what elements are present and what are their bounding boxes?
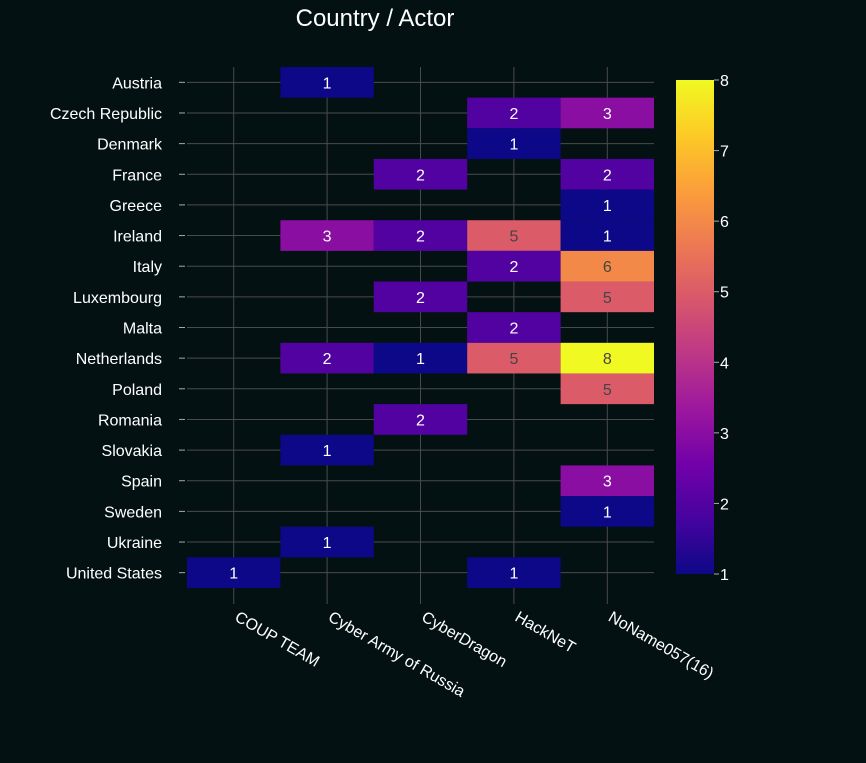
cell-value-label: 5 (603, 382, 612, 399)
heatmap-cell (560, 97, 654, 129)
y-tick-label: Luxembourg (73, 290, 162, 307)
cell-value-label: 2 (509, 321, 518, 338)
y-tick-label: Poland (112, 382, 162, 399)
cell-value-label: 1 (509, 566, 518, 583)
cell-value-label: 3 (323, 229, 332, 246)
heatmap-cell (373, 404, 468, 435)
heatmap-cell (560, 496, 654, 527)
cell-value-label: 3 (603, 106, 612, 123)
colorbar-tick-label: 3 (720, 426, 729, 443)
heatmap-cells: 1 2 3 1 2 2 1 3 2 5 1 2 6 2 5 2 2 1 5 8 5 2 1 3 1 1 1 1 (187, 67, 654, 588)
y-tick-label: Spain (121, 474, 162, 491)
y-tick-label: Austria (112, 75, 162, 92)
cell-value-label: 1 (416, 351, 425, 368)
colorbar-tick-label: 7 (720, 144, 729, 161)
cell-value-label: 2 (509, 259, 518, 276)
y-tick-label: France (112, 167, 162, 184)
heatmap-cell (373, 158, 468, 190)
heatmap-cell (280, 342, 374, 374)
heatmap-cell (560, 281, 654, 313)
heatmap-cell (280, 434, 374, 466)
heatmap-cell (373, 220, 468, 251)
cell-value-label: 2 (416, 229, 425, 246)
heatmap-cell (467, 97, 561, 129)
y-tick-label: Ukraine (107, 535, 162, 552)
heatmap-cell (467, 250, 561, 282)
y-tick-label: Denmark (97, 137, 163, 154)
heatmap-cell (560, 373, 654, 405)
heatmap-cell (280, 526, 374, 558)
heatmap-cell (560, 342, 654, 374)
cell-value-label: 2 (509, 106, 518, 123)
cell-value-label: 5 (509, 351, 518, 368)
heatmap-cell (280, 220, 374, 251)
cell-value-label: 1 (323, 443, 332, 460)
heatmap-cell (467, 128, 561, 159)
y-tick-label: United States (66, 566, 162, 583)
cell-value-label: 3 (603, 474, 612, 491)
heatmap-cell (373, 281, 468, 313)
y-tick-label: Italy (133, 259, 162, 276)
x-tick-label: NoName057(16) (605, 609, 716, 683)
cell-value-label: 1 (603, 229, 612, 246)
heatmap-cell (560, 158, 654, 190)
y-tick-label: Greece (110, 198, 163, 215)
y-tick-label: Netherlands (76, 351, 162, 368)
cell-value-label: 2 (416, 412, 425, 429)
heatmap-cell (467, 220, 561, 251)
y-tick-label: Malta (123, 321, 162, 338)
chart-title: Country / Actor (296, 5, 455, 32)
cell-value-label: 2 (416, 167, 425, 184)
cell-value-label: 5 (603, 290, 612, 307)
heatmap-cell (187, 557, 281, 588)
heatmap-cell (467, 312, 561, 343)
colorbar: 1 2 3 4 5 6 7 8 (676, 73, 729, 584)
heatmap-cell (467, 342, 561, 374)
heatmap-cell (560, 465, 654, 497)
cell-value-label: 1 (603, 504, 612, 521)
y-tick-label: Czech Republic (50, 106, 162, 123)
x-tick-label: HackNeT (512, 609, 578, 657)
heatmap-cell (560, 250, 654, 282)
cell-value-label: 2 (323, 351, 332, 368)
colorbar-tick-label: 8 (720, 73, 729, 90)
colorbar-gradient (676, 80, 714, 574)
cell-value-label: 8 (603, 351, 612, 368)
y-tick-label: Romania (98, 412, 162, 429)
heatmap-cell (560, 189, 654, 221)
y-axis-labels: Austria Czech Republic Denmark France Greece… (50, 75, 185, 583)
heatmap-cell (467, 557, 561, 588)
cell-value-label: 5 (509, 229, 518, 246)
cell-value-label: 1 (323, 75, 332, 92)
x-tick-label: COUP TEAM (232, 609, 322, 671)
y-tick-label: Slovakia (102, 443, 163, 460)
heatmap-cell (280, 67, 374, 98)
cell-value-label: 2 (416, 290, 425, 307)
x-tick-label: CyberDragon (419, 609, 510, 671)
y-tick-label: Ireland (113, 229, 162, 246)
colorbar-tick-label: 2 (720, 496, 729, 513)
y-tick-label: Sweden (104, 504, 162, 521)
heatmap-cell (560, 220, 654, 251)
colorbar-tick-label: 4 (720, 355, 729, 372)
heatmap-cell (373, 342, 468, 374)
cell-value-label: 1 (229, 566, 238, 583)
cell-value-label: 1 (509, 137, 518, 154)
colorbar-tick-label: 1 (720, 567, 729, 584)
cell-value-label: 2 (603, 167, 612, 184)
colorbar-tick-label: 5 (720, 285, 729, 302)
colorbar-tick-label: 6 (720, 214, 729, 231)
cell-value-label: 6 (603, 259, 612, 276)
x-axis-labels: COUP TEAM Cyber Army of RussiaCyberDragon… (232, 609, 717, 701)
cell-value-label: 1 (603, 198, 612, 215)
cell-value-label: 1 (323, 535, 332, 552)
